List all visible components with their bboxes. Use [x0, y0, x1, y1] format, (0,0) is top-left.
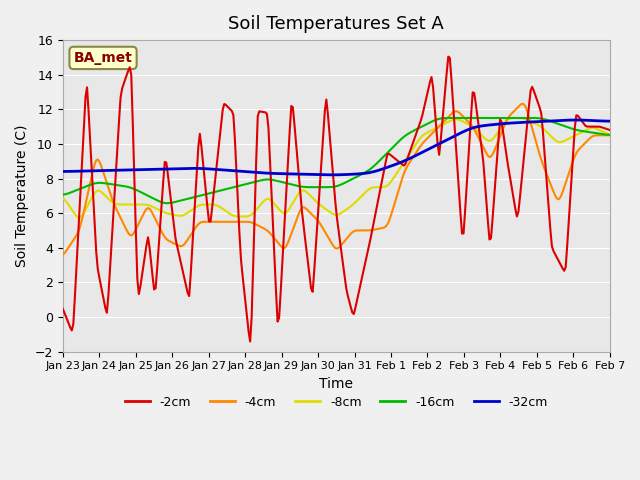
X-axis label: Time: Time: [319, 377, 353, 391]
Title: Soil Temperatures Set A: Soil Temperatures Set A: [228, 15, 444, 33]
Legend: -2cm, -4cm, -8cm, -16cm, -32cm: -2cm, -4cm, -8cm, -16cm, -32cm: [120, 391, 553, 414]
Y-axis label: Soil Temperature (C): Soil Temperature (C): [15, 125, 29, 267]
Text: BA_met: BA_met: [74, 51, 132, 65]
